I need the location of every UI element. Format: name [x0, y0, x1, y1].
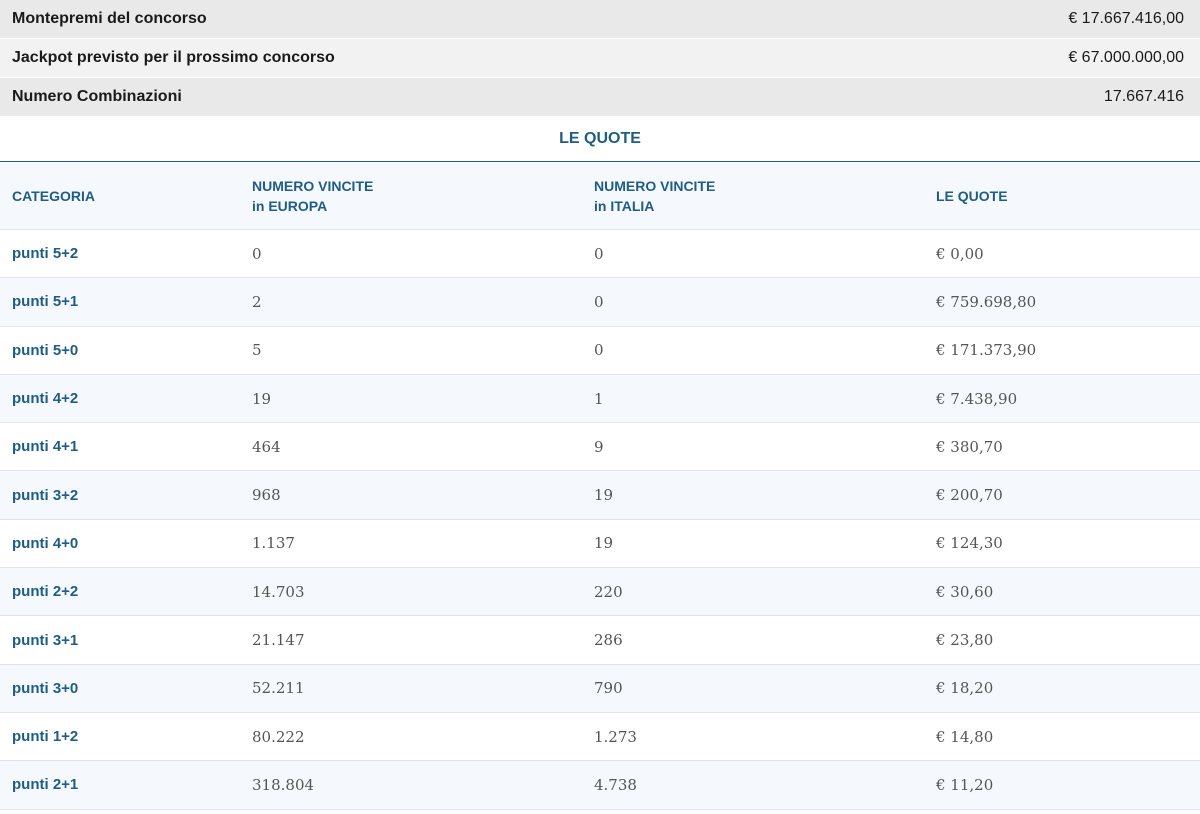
header-italia: NUMERO VINCITE in ITALIA: [582, 176, 924, 216]
table-row: punti 2+2 14.703 220 € 30,60: [0, 568, 1200, 617]
cell-quota: € 30,60: [936, 582, 994, 601]
table-header: CATEGORIA NUMERO VINCITE in EUROPA NUMER…: [0, 162, 1200, 230]
cell-categoria: punti 1+2: [12, 728, 79, 746]
cell-categoria: punti 5+1: [12, 293, 79, 311]
summary-label: Montepremi del concorso: [12, 10, 207, 27]
quote-table: CATEGORIA NUMERO VINCITE in EUROPA NUMER…: [0, 162, 1200, 810]
table-row: punti 4+0 1.137 19 € 124,30: [0, 519, 1200, 569]
cell-vincite-europa: 5: [252, 341, 262, 360]
table-row: punti 4+2 19 1 € 7.438,90: [0, 374, 1200, 424]
cell-vincite-italia: 220: [594, 582, 623, 601]
cell-categoria: punti 2+2: [12, 583, 79, 601]
cell-vincite-europa: 1.137: [252, 534, 295, 553]
cell-vincite-italia: 286: [594, 631, 623, 650]
cell-vincite-europa: 0: [252, 244, 262, 263]
cell-categoria: punti 4+1: [12, 438, 79, 456]
header-quote: LE QUOTE: [924, 186, 1200, 206]
summary-value: € 67.000.000,00: [1068, 49, 1184, 66]
cell-vincite-italia: 0: [594, 244, 604, 263]
summary-panel: Montepremi del concorso € 17.667.416,00 …: [0, 0, 1200, 116]
summary-value: 17.667.416: [1103, 88, 1184, 105]
header-categoria-label: CATEGORIA: [12, 187, 95, 204]
cell-categoria: punti 3+0: [12, 679, 79, 697]
cell-quota: € 7.438,90: [936, 389, 1018, 408]
cell-vincite-europa: 464: [252, 437, 281, 456]
cell-quota: € 124,30: [936, 534, 1003, 553]
summary-label: Numero Combinazioni: [12, 88, 182, 105]
header-italia-line1: NUMERO VINCITE: [594, 177, 716, 194]
cell-vincite-europa: 80.222: [252, 727, 305, 746]
table-row: punti 3+2 968 19 € 200,70: [0, 471, 1200, 520]
cell-vincite-europa: 968: [252, 486, 281, 505]
cell-quota: € 18,20: [936, 679, 994, 698]
table-row: punti 5+2 0 0 € 0,00: [0, 230, 1200, 279]
table-row: punti 3+0 52.211 790 € 18,20: [0, 664, 1200, 713]
cell-quota: € 759.698,80: [936, 292, 1037, 311]
table-row: punti 1+2 80.222 1.273 € 14,80: [0, 712, 1200, 762]
cell-quota: € 200,70: [936, 486, 1003, 505]
cell-categoria: punti 4+0: [12, 534, 79, 552]
cell-quota: € 11,20: [936, 775, 994, 794]
cell-categoria: punti 5+0: [12, 341, 79, 359]
header-quote-label: LE QUOTE: [936, 187, 1008, 204]
table-row: punti 5+0 5 0 € 171.373,90: [0, 326, 1200, 375]
summary-row-combinazioni: Numero Combinazioni 17.667.416: [0, 78, 1200, 116]
section-title: LE QUOTE: [0, 117, 1200, 162]
cell-vincite-italia: 19: [594, 486, 614, 505]
cell-vincite-europa: 19: [252, 389, 272, 408]
summary-value: € 17.667.416,00: [1068, 10, 1184, 27]
cell-vincite-italia: 790: [594, 679, 623, 698]
cell-vincite-italia: 4.738: [594, 775, 637, 794]
summary-label: Jackpot previsto per il prossimo concors…: [12, 49, 335, 66]
cell-vincite-italia: 1.273: [594, 727, 637, 746]
cell-vincite-europa: 21.147: [252, 631, 305, 650]
cell-categoria: punti 2+1: [12, 776, 79, 794]
table-row: punti 3+1 21.147 286 € 23,80: [0, 616, 1200, 665]
table-row: punti 2+1 318.804 4.738 € 11,20: [0, 761, 1200, 810]
header-italia-line2: in ITALIA: [594, 197, 655, 214]
cell-categoria: punti 3+2: [12, 486, 79, 504]
cell-quota: € 380,70: [936, 437, 1003, 456]
header-europa: NUMERO VINCITE in EUROPA: [240, 176, 582, 216]
cell-vincite-italia: 0: [594, 341, 604, 360]
table-row: punti 5+1 2 0 € 759.698,80: [0, 278, 1200, 327]
cell-categoria: punti 5+2: [12, 245, 79, 263]
header-categoria: CATEGORIA: [0, 186, 240, 206]
table-body: punti 5+2 0 0 € 0,00 punti 5+1 2 0 € 759.698,80…: [0, 230, 1200, 810]
cell-vincite-europa: 2: [252, 292, 262, 311]
header-europa-line1: NUMERO VINCITE: [252, 177, 374, 194]
cell-vincite-italia: 9: [594, 437, 604, 456]
cell-vincite-europa: 14.703: [252, 582, 305, 601]
cell-quota: € 23,80: [936, 631, 994, 650]
header-europa-line2: in EUROPA: [252, 197, 328, 214]
cell-vincite-europa: 52.211: [252, 679, 305, 698]
summary-row-jackpot: Jackpot previsto per il prossimo concors…: [0, 39, 1200, 77]
table-row: punti 4+1 464 9 € 380,70: [0, 423, 1200, 472]
cell-vincite-europa: 318.804: [252, 775, 315, 794]
cell-vincite-italia: 0: [594, 292, 604, 311]
cell-vincite-italia: 19: [594, 534, 614, 553]
cell-categoria: punti 4+2: [12, 390, 79, 408]
cell-quota: € 0,00: [936, 244, 984, 263]
cell-vincite-italia: 1: [594, 389, 604, 408]
cell-categoria: punti 3+1: [12, 631, 79, 649]
summary-row-montepremi: Montepremi del concorso € 17.667.416,00: [0, 0, 1200, 38]
cell-quota: € 14,80: [936, 727, 994, 746]
cell-quota: € 171.373,90: [936, 341, 1037, 360]
